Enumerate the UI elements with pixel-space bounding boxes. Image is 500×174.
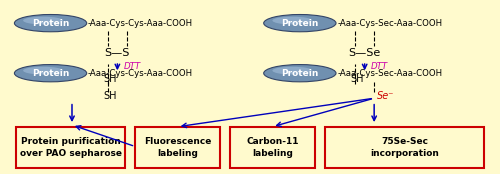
- Text: Se⁻: Se⁻: [377, 92, 394, 101]
- Text: SH: SH: [104, 74, 117, 84]
- Ellipse shape: [272, 67, 312, 74]
- Text: -Aaa-Cys-Cys-Aaa-COOH: -Aaa-Cys-Cys-Aaa-COOH: [88, 19, 193, 28]
- Text: Protein: Protein: [281, 19, 318, 28]
- Ellipse shape: [23, 17, 63, 24]
- Bar: [230, 127, 315, 168]
- Text: DTT: DTT: [124, 62, 140, 71]
- Text: Protein: Protein: [32, 19, 69, 28]
- Bar: [136, 127, 220, 168]
- Text: S—Se: S—Se: [348, 48, 381, 58]
- Text: -Aaa-Cys-Sec-Aaa-COOH: -Aaa-Cys-Sec-Aaa-COOH: [338, 19, 442, 28]
- Text: 75Se-Sec
incorporation: 75Se-Sec incorporation: [370, 137, 439, 158]
- Ellipse shape: [23, 67, 63, 74]
- Text: -Aaa-Cys-Sec-Aaa-COOH: -Aaa-Cys-Sec-Aaa-COOH: [338, 69, 442, 78]
- Text: SH: SH: [104, 92, 117, 101]
- Text: Protein purification
over PAO sepharose: Protein purification over PAO sepharose: [20, 137, 122, 158]
- Ellipse shape: [264, 65, 336, 82]
- Bar: [325, 127, 484, 168]
- Text: Fluorescence
labeling: Fluorescence labeling: [144, 137, 212, 158]
- Text: S—S: S—S: [104, 48, 130, 58]
- Text: SH: SH: [350, 74, 364, 84]
- Text: -Aaa-Cys-Cys-Aaa-COOH: -Aaa-Cys-Cys-Aaa-COOH: [88, 69, 193, 78]
- Ellipse shape: [272, 17, 312, 24]
- Ellipse shape: [14, 65, 86, 82]
- Text: Protein: Protein: [32, 69, 69, 78]
- Text: DTT: DTT: [370, 62, 388, 71]
- Ellipse shape: [14, 14, 86, 32]
- Ellipse shape: [264, 14, 336, 32]
- Bar: [16, 127, 126, 168]
- Text: Carbon-11
labeling: Carbon-11 labeling: [246, 137, 298, 158]
- Text: Protein: Protein: [281, 69, 318, 78]
